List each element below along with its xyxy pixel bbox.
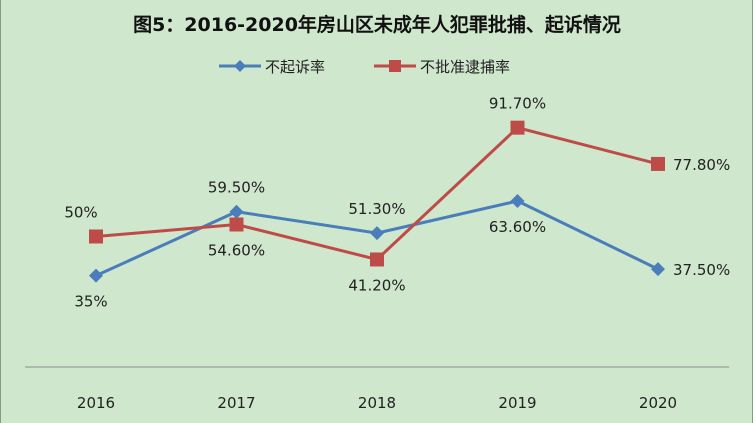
legend: 不起诉率 不批准逮捕率 [219,58,510,76]
data-label: 77.80% [673,156,730,174]
data-point [229,217,244,232]
legend-label: 不批准逮捕率 [420,58,510,76]
chart-title: 图5：2016-2020年房山区未成年人犯罪批捕、起诉情况 [133,13,621,36]
x-tick-label: 2016 [77,394,115,412]
data-label: 59.50% [208,179,265,197]
x-tick-label: 2018 [358,394,396,412]
data-label: 50% [64,204,97,222]
legend-label: 不起诉率 [265,58,325,76]
data-label: 63.60% [489,218,546,236]
x-tick-label: 2020 [639,394,677,412]
data-label: 41.20% [348,276,405,294]
data-point [229,204,244,219]
data-label: 54.60% [208,241,265,259]
data-point [89,229,103,244]
x-tick-label: 2019 [498,394,536,412]
data-point [651,262,665,277]
data-label: 37.50% [673,261,730,279]
data-label: 51.30% [348,200,405,218]
data-label: 35% [74,293,107,311]
legend-diamond-icon [234,60,246,72]
x-tick-label: 2017 [217,394,255,412]
data-point [370,252,384,267]
data-point [510,120,525,135]
legend-square-icon [389,60,401,72]
series-2: 50% 54.60% 41.20% 91.70% 77.80% [64,95,730,295]
data-point [651,156,665,171]
series-1: 35% 59.50% 51.30% 63.60% 37.50% [74,179,730,311]
data-point [89,268,103,283]
data-label: 91.70% [489,95,546,113]
data-point [510,194,525,209]
data-point [370,226,384,241]
